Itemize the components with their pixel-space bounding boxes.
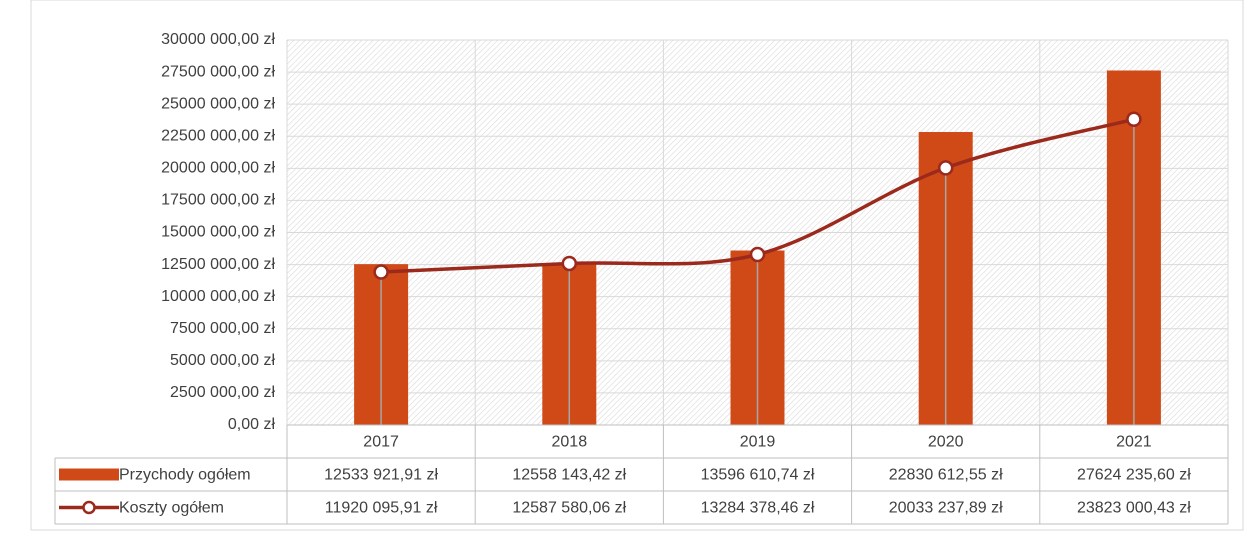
y-tick-label: 7500 000,00 zł [170,320,275,337]
table-value: 12533 921,91 zł [324,467,438,484]
chart-frame [30,0,1244,531]
y-tick-label: 5000 000,00 zł [170,352,275,369]
y-tick-label: 2500 000,00 zł [170,384,275,401]
line-marker [937,160,954,176]
x-tick-label: 2021 [1116,434,1152,451]
y-tick-label: 30000 000,00 zł [161,31,275,48]
y-tick-label: 25000 000,00 zł [161,95,275,112]
line-marker [373,264,389,280]
legend-marker [82,500,96,515]
y-tick-label: 12500 000,00 zł [161,256,275,273]
line-marker [749,246,766,263]
table-value: 11920 095,91 zł [325,500,438,517]
table-value: 20033 237,89 zł [889,500,1003,517]
line-marker [561,255,578,272]
y-tick-label: 17500 000,00 zł [161,192,275,209]
y-tick-label: 22500 000,00 zł [161,127,275,144]
y-tick-label: 10000 000,00 zł [161,288,275,305]
y-tick-label: 27500 000,00 zł [161,63,275,80]
x-tick-label: 2020 [928,434,964,451]
line-marker [1126,111,1142,128]
table-value: 27624 235,60 zł [1077,467,1191,484]
table-value: 13596 610,74 zł [701,467,815,484]
table-value: 12558 143,42 zł [512,467,626,484]
y-tick-label: 15000 000,00 zł [161,224,275,241]
table-value: 23823 000,43 zł [1077,500,1191,517]
x-tick-label: 2018 [552,434,588,451]
table-value: 13284 378,46 zł [701,500,815,517]
legend-label: Przychody ogółem [119,467,251,484]
x-tick-label: 2017 [363,434,399,451]
legend-swatch [59,468,119,481]
legend-label: Koszty ogółem [119,500,224,517]
y-tick-label: 20000 000,00 zł [161,160,275,177]
table-value: 12587 580,06 zł [512,500,626,517]
y-tick-label: 0,00 zł [228,416,276,433]
table-value: 22830 612,55 zł [889,467,1003,484]
x-tick-label: 2019 [740,434,776,451]
